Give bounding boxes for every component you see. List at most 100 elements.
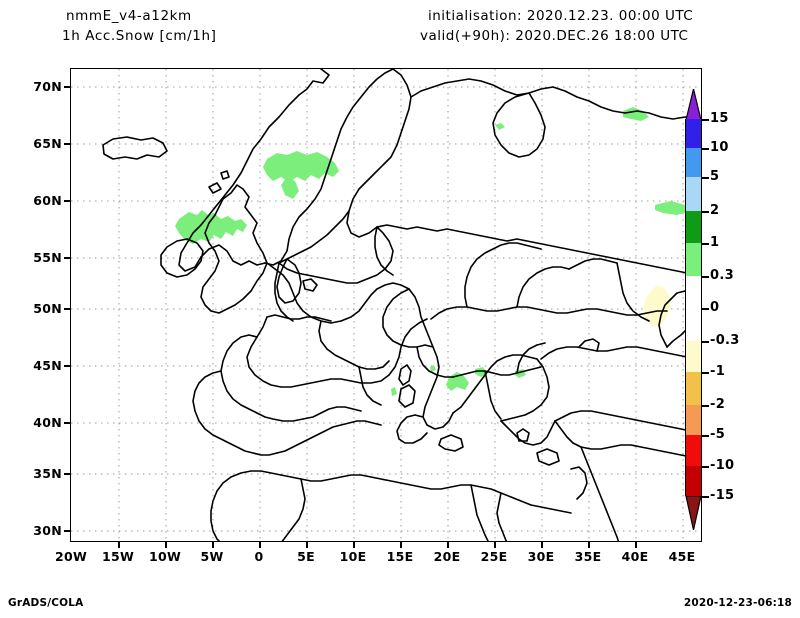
colorbar-segment-neg10-neg5[interactable]	[685, 435, 702, 466]
initialisation-time: initialisation: 2020.12.23. 00:00 UTC	[428, 8, 694, 24]
xtick-5w: 5W	[200, 549, 224, 564]
map-coastlines	[102, 69, 701, 541]
xtick-10e: 10E	[339, 549, 367, 564]
colorbar-segment-5-10[interactable]	[685, 148, 702, 177]
ytick-mark-55n	[64, 257, 71, 259]
northern-russia-snow	[623, 107, 649, 121]
colorbar-tick-neg2	[702, 405, 709, 407]
ytick-mark-65n	[64, 143, 71, 145]
ytick-60n: 60N	[33, 193, 62, 208]
colorbar-segment-neg2-neg1[interactable]	[685, 372, 702, 405]
ytick-mark-70n	[64, 86, 71, 88]
colorbar-label-neg1: -1	[710, 364, 726, 379]
sweden-snow-tail	[281, 177, 299, 199]
france-trace-snow	[391, 387, 397, 396]
xtick-20e: 20E	[433, 549, 461, 564]
xtick-mark-15w	[118, 542, 120, 548]
northern-italy-trace	[430, 365, 436, 372]
header-left-block: nmmE_v4-a12km 1h Acc.Snow [cm/1h]	[62, 6, 392, 46]
colorbar-label-neg15: -15	[710, 488, 735, 503]
colorbar-label-neg10: -10	[710, 458, 735, 473]
balkans-snow-2	[475, 367, 487, 377]
colorbar-tick-5	[702, 177, 709, 179]
colorbar-segment-neg03-0[interactable]	[685, 308, 702, 341]
ytick-70n: 70N	[33, 79, 62, 94]
xtick-40e: 40E	[621, 549, 649, 564]
colorbar-segment-2-5[interactable]	[685, 177, 702, 211]
xtick-mark-20e	[447, 542, 449, 548]
ytick-mark-35n	[64, 473, 71, 475]
colorbar-label-1: 1	[710, 235, 720, 250]
xtick-45e: 45E	[668, 549, 696, 564]
ytick-65n: 65N	[33, 136, 62, 151]
colorbar-segment-neg5-neg2[interactable]	[685, 405, 702, 435]
xtick-25e: 25E	[480, 549, 508, 564]
ytick-mark-30n	[64, 530, 71, 532]
colorbar-tick-neg15	[702, 496, 709, 498]
ytick-50n: 50N	[33, 301, 62, 316]
colorbar-label-2: 2	[710, 203, 720, 218]
colorbar-label-neg5: -5	[710, 427, 726, 442]
colorbar-tick-neg03	[702, 341, 709, 343]
generated-stamp: 2020-12-23-06:18	[683, 597, 792, 609]
ytick-mark-60n	[64, 200, 71, 202]
colorbar-segment-03-1[interactable]	[685, 243, 702, 276]
colorbar-segment-neg15-neg10[interactable]	[685, 466, 702, 496]
map-gridlines	[71, 69, 701, 541]
colorbar-label-15: 15	[710, 111, 729, 126]
baltic-russia-snow	[655, 201, 691, 215]
xtick-20w: 20W	[54, 549, 88, 564]
colorbar-label-5: 5	[710, 169, 720, 184]
field-name: 1h Acc.Snow [cm/1h]	[62, 28, 217, 44]
xtick-15w: 15W	[101, 549, 135, 564]
ytick-55n: 55N	[33, 250, 62, 265]
xtick-mark-15e	[400, 542, 402, 548]
xtick-mark-30e	[541, 542, 543, 548]
xtick-mark-5w	[212, 542, 214, 548]
ytick-40n: 40N	[33, 415, 62, 430]
finland-trace-snow	[495, 123, 505, 130]
colorbar-tick-neg5	[702, 435, 709, 437]
xtick-5e: 5E	[297, 549, 315, 564]
xtick-mark-35e	[588, 542, 590, 548]
colorbar-tick-neg1	[702, 372, 709, 374]
colorbar-tick-neg10	[702, 466, 709, 468]
ytick-35n: 35N	[33, 466, 62, 481]
colorbar-label-0: 0	[710, 300, 720, 315]
colorbar-tick-10	[702, 148, 709, 150]
xtick-mark-0	[259, 542, 261, 548]
colorbar-label-neg2: -2	[710, 397, 726, 412]
colorbar-segment-1-2[interactable]	[685, 211, 702, 243]
colorbar-segment-0-03[interactable]	[685, 276, 702, 308]
xtick-10w: 10W	[148, 549, 182, 564]
xtick-mark-10e	[353, 542, 355, 548]
xtick-mark-40e	[635, 542, 637, 548]
colorbar-segment-10-15[interactable]	[685, 119, 702, 148]
colorbar-tick-03	[702, 276, 709, 278]
colorbar-tick-1	[702, 243, 709, 245]
ytick-mark-45n	[64, 365, 71, 367]
balkans-snow	[446, 372, 469, 391]
ytick-45n: 45N	[33, 358, 62, 373]
colorbar[interactable]	[685, 119, 702, 496]
colorbar-label-03: 0.3	[710, 268, 734, 283]
valid-time: valid(+90h): 2020.DEC.26 18:00 UTC	[420, 28, 689, 44]
xtick-mark-10w	[165, 542, 167, 548]
colorbar-tick-2	[702, 211, 709, 213]
xtick-mark-5e	[306, 542, 308, 548]
xtick-mark-25e	[494, 542, 496, 548]
caspian-melt	[643, 285, 671, 327]
xtick-35e: 35E	[574, 549, 602, 564]
xtick-15e: 15E	[386, 549, 414, 564]
southern-norway-snow	[175, 210, 247, 244]
ytick-mark-50n	[64, 308, 71, 310]
header-right-block: initialisation: 2020.12.23. 00:00 UTC va…	[420, 6, 760, 46]
central-sweden-snow	[263, 151, 339, 182]
map-canvas[interactable]	[70, 68, 702, 542]
xtick-0: 0	[254, 549, 264, 564]
ytick-mark-40n	[64, 422, 71, 424]
colorbar-arrow-up	[685, 89, 702, 120]
colorbar-segment-neg1-neg03[interactable]	[685, 341, 702, 372]
model-name: nmmE_v4-a12km	[66, 8, 192, 24]
